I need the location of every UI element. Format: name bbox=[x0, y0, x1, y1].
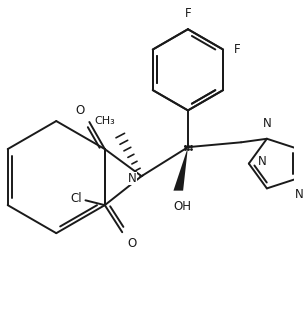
Text: N: N bbox=[295, 188, 303, 201]
Text: O: O bbox=[127, 237, 136, 250]
Polygon shape bbox=[173, 147, 188, 190]
Text: O: O bbox=[75, 104, 85, 117]
Text: N: N bbox=[258, 155, 266, 168]
Text: OH: OH bbox=[173, 200, 191, 213]
Text: F: F bbox=[185, 7, 191, 19]
Text: N: N bbox=[128, 172, 137, 185]
Text: CH₃: CH₃ bbox=[95, 116, 115, 126]
Text: Cl: Cl bbox=[70, 192, 82, 205]
Text: F: F bbox=[234, 43, 240, 56]
Text: N: N bbox=[262, 117, 271, 130]
